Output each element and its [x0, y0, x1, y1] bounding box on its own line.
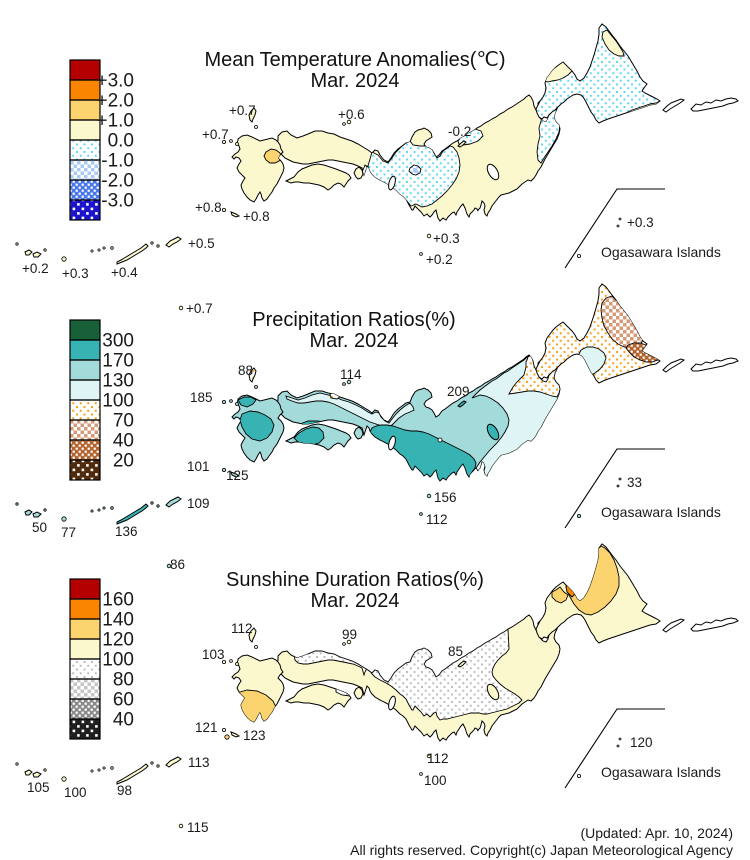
svg-text:Mar. 2024: Mar. 2024	[310, 330, 399, 352]
svg-text:+0.6: +0.6	[338, 107, 365, 122]
svg-text:112: 112	[231, 621, 253, 636]
svg-text:-2.0: -2.0	[101, 171, 134, 192]
svg-text:120: 120	[630, 735, 653, 750]
svg-text:+0.3: +0.3	[433, 231, 460, 246]
svg-text:+0.2: +0.2	[22, 261, 49, 276]
svg-text:-1.0: -1.0	[101, 151, 134, 172]
svg-text:(Updated: Apr. 10, 2024): (Updated: Apr. 10, 2024)	[580, 825, 733, 841]
svg-text:209: 209	[447, 384, 470, 399]
svg-text:80: 80	[113, 670, 134, 691]
svg-text:105: 105	[27, 780, 50, 795]
svg-text:113: 113	[188, 755, 210, 770]
svg-text:Mar. 2024: Mar. 2024	[311, 590, 400, 612]
svg-text:+0.3: +0.3	[627, 215, 654, 230]
svg-text:130: 130	[102, 371, 134, 392]
svg-text:98: 98	[117, 783, 132, 798]
svg-text:156: 156	[434, 490, 457, 505]
svg-text:+0.5: +0.5	[188, 236, 215, 251]
svg-text:Ogasawara Islands: Ogasawara Islands	[601, 504, 721, 520]
svg-text:123: 123	[243, 728, 266, 743]
svg-text:101: 101	[187, 459, 210, 474]
svg-text:112: 112	[427, 751, 449, 766]
svg-text:+2.0: +2.0	[96, 91, 134, 112]
svg-text:+0.8: +0.8	[195, 200, 222, 215]
svg-text:86: 86	[170, 557, 185, 572]
svg-text:33: 33	[627, 475, 642, 490]
svg-text:160: 160	[102, 590, 134, 611]
svg-text:Mean Temperature Anomalies(℃): Mean Temperature Anomalies(℃)	[204, 49, 505, 71]
svg-text:77: 77	[61, 525, 76, 540]
svg-text:-0.2: -0.2	[448, 124, 471, 139]
svg-text:Precipitation Ratios(%): Precipitation Ratios(%)	[252, 309, 455, 331]
svg-text:140: 140	[102, 610, 134, 631]
svg-text:99: 99	[342, 627, 357, 642]
svg-text:Ogasawara Islands: Ogasawara Islands	[601, 764, 721, 780]
svg-text:Ogasawara Islands: Ogasawara Islands	[601, 244, 721, 260]
svg-text:+0.7: +0.7	[229, 103, 256, 118]
svg-text:88: 88	[238, 363, 253, 378]
svg-text:185: 185	[190, 390, 213, 405]
svg-text:100: 100	[64, 785, 87, 800]
svg-text:100: 100	[424, 773, 447, 788]
svg-text:40: 40	[113, 431, 134, 452]
svg-text:+0.7: +0.7	[202, 127, 229, 142]
svg-text:100: 100	[102, 391, 134, 412]
svg-text:300: 300	[102, 331, 134, 352]
svg-text:121: 121	[195, 720, 218, 735]
svg-text:All rights reserved. Copyright: All rights reserved. Copyright(c) Japan …	[350, 842, 733, 858]
svg-text:0.0: 0.0	[108, 131, 134, 152]
svg-text:50: 50	[32, 520, 47, 535]
svg-text:114: 114	[340, 367, 362, 382]
svg-text:+0.2: +0.2	[426, 252, 453, 267]
svg-text:103: 103	[202, 647, 225, 662]
svg-text:125: 125	[226, 468, 249, 483]
svg-text:112: 112	[426, 512, 448, 527]
svg-text:136: 136	[115, 524, 138, 539]
svg-text:-3.0: -3.0	[101, 191, 134, 212]
svg-text:+0.3: +0.3	[62, 266, 89, 281]
svg-text:20: 20	[113, 451, 134, 472]
svg-text:100: 100	[102, 650, 134, 671]
svg-text:40: 40	[113, 710, 134, 731]
svg-text:+1.0: +1.0	[96, 111, 134, 132]
svg-text:115: 115	[187, 820, 209, 835]
svg-text:+3.0: +3.0	[96, 71, 134, 92]
svg-text:85: 85	[448, 644, 463, 659]
svg-text:70: 70	[113, 411, 134, 432]
svg-text:170: 170	[102, 351, 134, 372]
svg-text:60: 60	[113, 690, 134, 711]
svg-text:Mar. 2024: Mar. 2024	[311, 70, 400, 92]
svg-text:109: 109	[187, 496, 210, 511]
svg-text:+0.7: +0.7	[186, 301, 213, 316]
svg-text:+0.4: +0.4	[111, 265, 138, 280]
svg-text:Sunshine Duration Ratios(%): Sunshine Duration Ratios(%)	[226, 569, 484, 591]
svg-text:120: 120	[102, 630, 134, 651]
svg-text:+0.8: +0.8	[243, 209, 270, 224]
